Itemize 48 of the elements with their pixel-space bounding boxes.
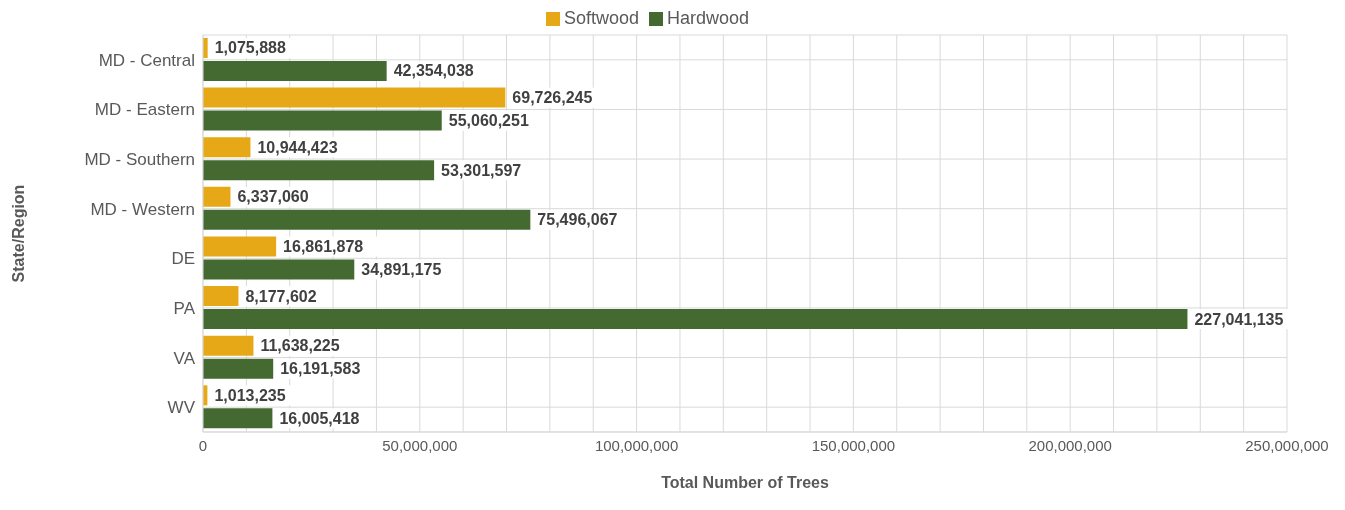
y-tick-label: PA <box>173 298 196 318</box>
bar <box>203 236 277 257</box>
bar <box>203 286 239 307</box>
data-label: 11,638,225 <box>260 337 340 355</box>
bar <box>203 309 1188 330</box>
x-tick-label: 0 <box>198 436 208 454</box>
bar <box>203 408 273 429</box>
y-tick-label: MD - Central <box>98 50 195 70</box>
data-label: 55,060,251 <box>448 112 529 130</box>
data-label: 42,354,038 <box>393 62 474 80</box>
data-label: 34,891,175 <box>361 260 442 278</box>
legend-label: Softwood <box>563 8 639 28</box>
y-tick-label: MD - Southern <box>84 150 195 170</box>
x-axis-title: Total Number of Trees <box>661 474 829 491</box>
bar <box>203 335 254 356</box>
x-tick-label: 200,000,000 <box>1028 436 1112 454</box>
legend-label: Hardwood <box>667 8 750 28</box>
data-label: 69,726,245 <box>512 89 593 107</box>
bar <box>203 186 231 207</box>
y-tick-label: WV <box>167 398 196 418</box>
bar <box>203 259 355 280</box>
data-label: 8,177,602 <box>245 287 317 305</box>
data-label: 227,041,135 <box>1194 310 1284 328</box>
data-label: 53,301,597 <box>441 161 522 179</box>
data-label: 16,191,583 <box>280 360 361 378</box>
bar <box>203 60 387 81</box>
data-label: 1,013,235 <box>214 386 286 404</box>
data-label: 1,075,888 <box>214 39 286 57</box>
x-tick-label: 250,000,000 <box>1245 436 1329 454</box>
data-label: 10,944,423 <box>257 138 338 156</box>
y-tick-label: DE <box>171 249 195 269</box>
bar <box>203 137 251 158</box>
x-tick-label: 150,000,000 <box>811 436 896 454</box>
y-tick-label: VA <box>173 348 196 368</box>
data-label: 6,337,060 <box>237 188 309 206</box>
data-label: 16,005,418 <box>279 409 360 427</box>
data-label: 75,496,067 <box>537 211 618 229</box>
bar <box>203 160 435 181</box>
y-tick-label: MD - Western <box>90 199 195 219</box>
data-label: 16,861,878 <box>283 237 364 255</box>
x-tick-label: 50,000,000 <box>382 436 458 454</box>
bar <box>203 87 506 108</box>
y-axis-title: State/Region <box>9 184 27 283</box>
bar <box>203 209 531 230</box>
bar <box>203 358 274 379</box>
x-tick-label: 100,000,000 <box>594 436 679 454</box>
y-tick-label: MD - Eastern <box>94 100 195 120</box>
bar <box>203 110 442 131</box>
